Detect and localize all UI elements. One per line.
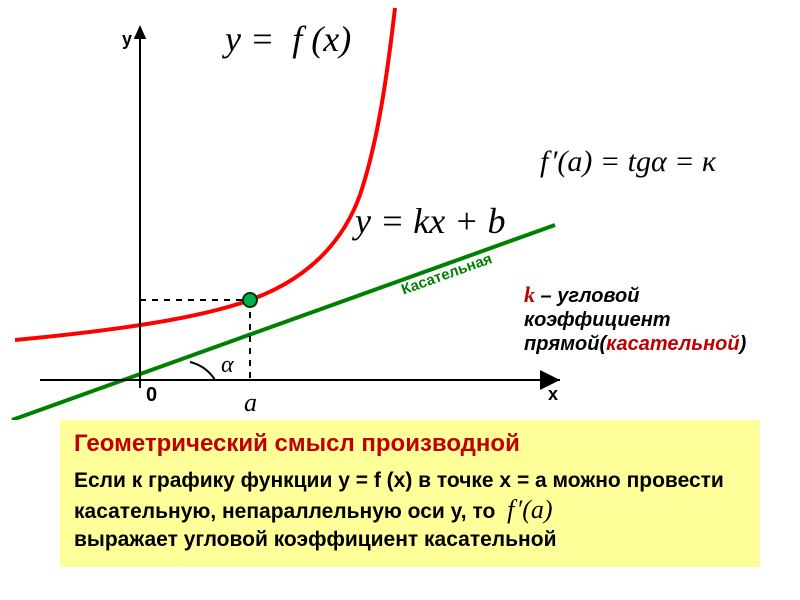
function-equation: y = f (x) (225, 18, 351, 60)
tangent-line (12, 225, 555, 420)
slope-k-symbol: k (524, 282, 535, 307)
slope-line1: – угловой (535, 285, 639, 307)
fprime-inline: f ′(a) (501, 495, 558, 524)
x-axis-label: x (548, 384, 558, 405)
slope-coefficient-text: k – угловой коэффициент прямой(касательн… (524, 282, 746, 356)
explanation-body: Если к графику функции y = f (x) в точке… (74, 468, 746, 553)
origin-label: 0 (146, 384, 157, 407)
explanation-box: Геометрический смысл производной Если к … (60, 420, 760, 567)
slope-line3c: ) (740, 333, 747, 355)
point-a-label: a (244, 388, 257, 418)
angle-alpha-label: α (221, 352, 234, 379)
explanation-body-after: выражает угловой коэффициент касательной (74, 528, 556, 551)
explanation-title: Геометрический смысл производной (74, 430, 746, 458)
explanation-body-before: Если к графику функции y = f (x) в точке… (74, 469, 724, 523)
slope-line2: коэффициент (524, 309, 671, 331)
angle-arc (190, 362, 215, 380)
tangent-point (243, 293, 257, 307)
diagram-stage: y x 0 a α y = f (x) f ′(a) = tgα = к y =… (0, 0, 800, 600)
y-axis-label: y (122, 29, 132, 50)
slope-line3b: касательной (606, 333, 739, 355)
tangent-line-equation: y = kx + b (355, 200, 506, 242)
slope-line3a: прямой( (524, 333, 606, 355)
y-axis-arrow (134, 25, 147, 39)
derivative-equation: f ′(a) = tgα = к (540, 145, 716, 179)
